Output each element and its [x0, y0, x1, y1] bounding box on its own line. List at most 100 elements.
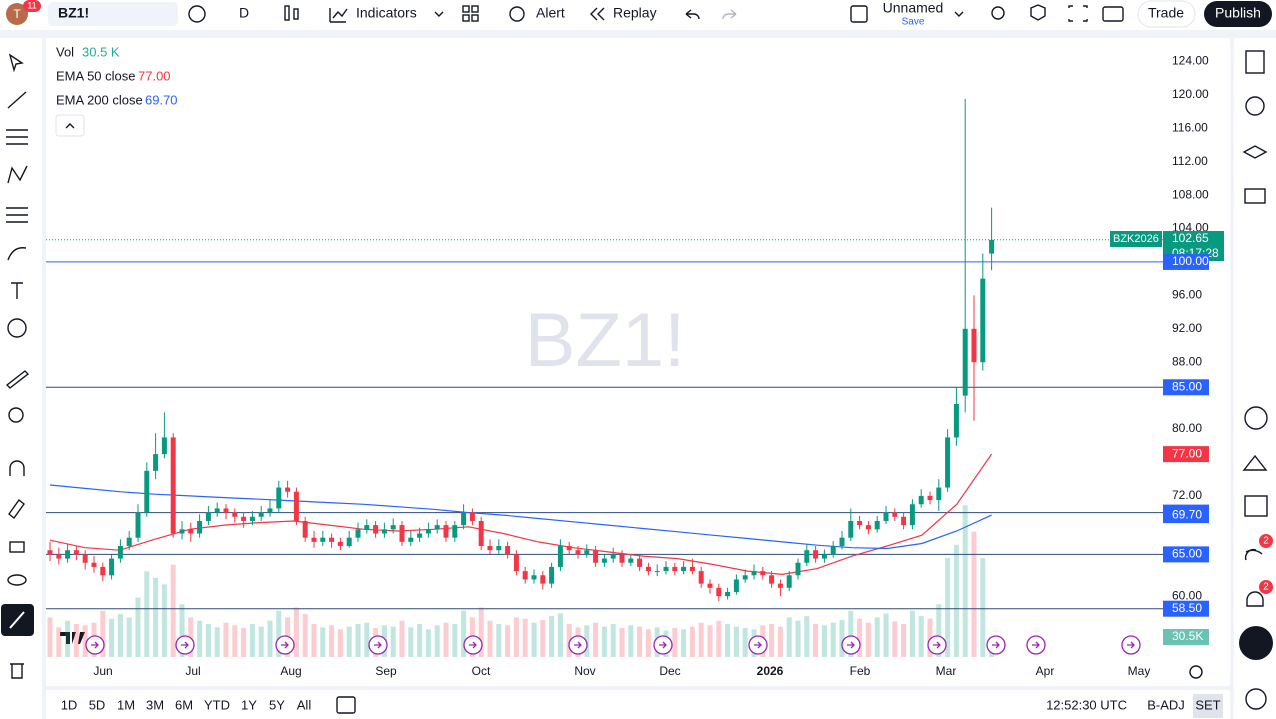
brush-tool[interactable] [7, 247, 27, 261]
axis-settings[interactable] [1189, 665, 1203, 679]
templates-icon [471, 14, 479, 22]
candle-body [311, 537, 317, 542]
volume-bar [865, 622, 871, 657]
range-button[interactable]: 3M [146, 697, 164, 712]
volume-bar [821, 625, 827, 657]
volume-bar [927, 618, 933, 657]
candle-body [337, 541, 343, 547]
zoom-tool[interactable] [8, 407, 24, 423]
range-button[interactable]: YTD [204, 697, 230, 712]
volume-bar [390, 626, 396, 657]
redo[interactable] [722, 9, 737, 20]
candle-body [874, 520, 880, 530]
alerts[interactable] [1245, 96, 1265, 116]
screener[interactable] [1244, 406, 1268, 430]
streams[interactable] [1244, 548, 1263, 561]
volume-bar [645, 629, 651, 657]
candle-body [126, 537, 132, 547]
layout-icon[interactable] [850, 5, 868, 23]
range-button[interactable]: 5D [89, 697, 106, 712]
session-button[interactable]: SET [1195, 697, 1220, 712]
candle-body [329, 537, 335, 542]
templates-icon[interactable] [462, 5, 470, 13]
avatar[interactable] [6, 3, 28, 25]
candle-icon[interactable] [284, 5, 290, 21]
chat[interactable] [1244, 188, 1266, 204]
badge [23, 0, 41, 12]
date-range-icon[interactable] [336, 696, 356, 714]
range-button[interactable]: 6M [175, 697, 193, 712]
magnet-tool[interactable] [9, 460, 25, 476]
candle-body [381, 529, 387, 534]
add-icon[interactable] [188, 5, 206, 23]
range-button[interactable]: 1Y [241, 697, 257, 712]
fib-tool[interactable] [6, 129, 28, 145]
volume-bar [258, 626, 264, 657]
ema-line [49, 453, 993, 576]
trend-line-tool[interactable] [7, 91, 27, 109]
text-tool[interactable] [11, 282, 23, 299]
visibility-tool[interactable] [7, 574, 27, 586]
event-arrow [1032, 641, 1040, 649]
range-button[interactable]: 1M [117, 697, 135, 712]
volume-bar [425, 629, 431, 657]
indicators-button[interactable]: Indicators [356, 5, 417, 21]
delete-tool[interactable] [10, 663, 24, 679]
help[interactable] [1245, 688, 1267, 710]
candle-body [795, 562, 801, 576]
publish-button[interactable] [1204, 1, 1272, 27]
notifications[interactable] [1246, 591, 1264, 607]
y-tick-label: 112.00 [1172, 154, 1208, 168]
range-button[interactable]: All [297, 697, 312, 712]
save-label[interactable]: Save [902, 17, 925, 28]
volume-bar [496, 624, 502, 657]
cursor-tool[interactable] [8, 53, 24, 73]
trade-button[interactable] [1137, 0, 1196, 28]
volume-bar [795, 620, 801, 657]
snapshot-icon[interactable] [1102, 6, 1124, 22]
adjust-button[interactable]: B-ADJ [1147, 697, 1185, 712]
layout-name[interactable]: Unnamed [883, 0, 944, 16]
calendar[interactable] [1244, 495, 1268, 517]
interval[interactable]: D [239, 5, 249, 21]
volume-bar [725, 624, 731, 657]
lock-drawing-tool[interactable] [8, 498, 25, 520]
volume-bar [65, 620, 71, 657]
volume-bar [830, 622, 836, 657]
candle-body [637, 558, 643, 567]
candle-body [531, 575, 537, 580]
fullscreen-icon[interactable] [1068, 5, 1088, 22]
range-button[interactable]: 1D [61, 697, 78, 712]
apps-button[interactable] [1239, 626, 1273, 660]
candle-body [575, 550, 581, 555]
collapse-legend[interactable] [55, 114, 85, 137]
candle-body [883, 512, 889, 521]
candle-body [513, 554, 519, 572]
measure-tool[interactable] [5, 370, 30, 389]
replay-button[interactable]: Replay [613, 5, 657, 21]
search-icon[interactable] [991, 6, 1005, 20]
candle-body [549, 566, 555, 584]
icon-tool[interactable] [7, 318, 27, 338]
volume-bar [364, 622, 370, 657]
candle-body [777, 583, 783, 588]
alert-button[interactable]: Alert [536, 5, 565, 21]
volume-bar [901, 624, 907, 657]
x-tick-label: Dec [659, 664, 680, 678]
x-tick-label: Feb [850, 664, 871, 678]
lock-tool[interactable] [9, 541, 25, 553]
symbol-search[interactable] [48, 2, 178, 26]
candle-body [681, 566, 687, 572]
volume-bar [153, 577, 159, 657]
volume-bar [857, 618, 863, 657]
ideas[interactable] [1242, 454, 1268, 471]
watchlist[interactable] [1245, 50, 1265, 74]
candle-body [540, 575, 546, 584]
forecast-tool[interactable] [6, 207, 28, 223]
settings-icon[interactable] [1030, 4, 1046, 21]
range-button[interactable]: 5Y [269, 697, 285, 712]
y-tick-label: 116.00 [1172, 120, 1208, 134]
pattern-tool[interactable] [7, 165, 28, 184]
undo[interactable] [685, 9, 700, 20]
layers[interactable] [1242, 145, 1268, 159]
